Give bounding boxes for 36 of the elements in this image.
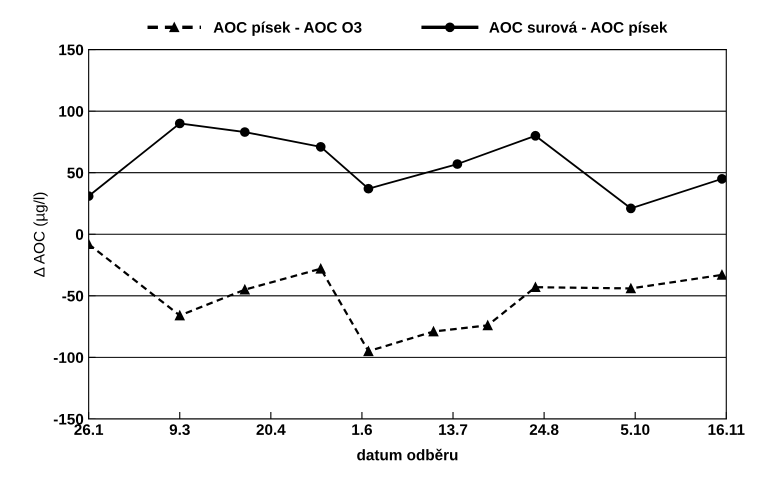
y-tick-label: -50 <box>62 290 84 302</box>
point <box>482 320 493 330</box>
x-tick-label: 24.8 <box>530 424 559 436</box>
x-tick-label: 26.1 <box>74 424 104 436</box>
point <box>452 159 462 169</box>
point <box>316 264 326 274</box>
y-axis-title: ∆ AOC (µg/l) <box>33 192 48 277</box>
point <box>364 184 374 194</box>
point <box>717 174 726 184</box>
y-tick-label: -100 <box>54 352 84 364</box>
legend-label: AOC písek - AOC O3 <box>214 21 362 36</box>
y-tick-label: 150 <box>59 44 84 56</box>
y-tick-label: -150 <box>54 414 84 425</box>
point <box>428 326 438 336</box>
x-axis-title: datum odběru <box>357 448 458 460</box>
x-tick-label: 13.7 <box>439 424 468 436</box>
point <box>174 310 185 320</box>
y-tick-label: 0 <box>76 229 84 240</box>
legend-label: AOC surová - AOC písek <box>489 21 668 36</box>
point <box>240 127 250 137</box>
x-tick-label: 5.10 <box>620 424 650 436</box>
x-tick-label: 20.4 <box>256 424 286 436</box>
point <box>364 346 374 356</box>
y-tick-label: 50 <box>67 168 84 178</box>
point <box>316 142 326 152</box>
point <box>626 284 636 294</box>
x-tick-label: 1.6 <box>352 424 372 436</box>
x-tick-label: 16.11 <box>708 424 745 436</box>
point <box>530 282 540 292</box>
y-tick-label: 100 <box>59 106 84 117</box>
point <box>530 130 540 141</box>
point <box>717 270 726 280</box>
point <box>174 118 185 128</box>
point <box>626 204 636 214</box>
x-tick-label: 9.3 <box>170 424 190 436</box>
point <box>240 284 250 295</box>
